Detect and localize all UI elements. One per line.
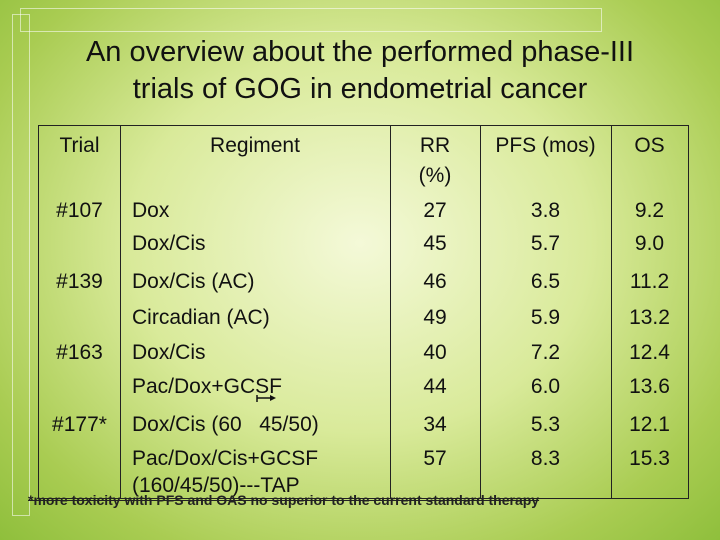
header-rr-unit: (%) [418, 164, 452, 187]
rr-cell: 27 [423, 199, 447, 222]
rr-cell: 46 [423, 270, 447, 293]
regiment-cell: Circadian (AC) [132, 306, 270, 329]
page-title: An overview about the performed phase-II… [30, 34, 690, 108]
pfs-cell: 5.9 [530, 306, 561, 329]
regiment-cell: Dox/Cis [132, 232, 206, 255]
row-trial-label: #139 [56, 270, 103, 293]
os-cell: 9.0 [634, 232, 665, 255]
trials-table: Trial Regiment RR (%) PFS (mos) OS #107 … [38, 125, 689, 499]
header-rr: RR [419, 134, 451, 157]
arrow-icon [256, 395, 276, 402]
decorative-frame-left [12, 14, 30, 516]
os-cell: 13.6 [629, 375, 670, 398]
table-divider [120, 126, 121, 498]
rr-cell: 57 [423, 447, 447, 470]
header-pfs: PFS (mos) [495, 134, 596, 157]
table-divider [390, 126, 391, 498]
os-cell: 13.2 [629, 306, 670, 329]
regiment-cell: Pac/Dox/Cis+GCSF [132, 447, 319, 470]
header-os: OS [634, 134, 665, 157]
rr-cell: 44 [423, 375, 447, 398]
os-cell: 12.1 [629, 413, 670, 436]
regiment-cell: Dox/Cis (AC) [132, 270, 255, 293]
title-line-2: trials of GOG in endometrial cancer [132, 73, 588, 105]
rr-cell: 45 [423, 232, 447, 255]
table-divider [611, 126, 612, 498]
rr-cell: 40 [423, 341, 447, 364]
row-trial-label: #163 [56, 341, 103, 364]
pfs-cell: 8.3 [530, 447, 561, 470]
pfs-cell: 7.2 [530, 341, 561, 364]
table-divider [480, 126, 481, 498]
pfs-cell: 6.0 [530, 375, 561, 398]
regiment-cell: Pac/Dox+GCSF [132, 375, 282, 398]
regiment-extra-line: (160/45/50)---TAP [132, 474, 300, 497]
os-cell: 15.3 [629, 447, 670, 470]
pfs-cell: 5.7 [530, 232, 561, 255]
decorative-frame-top [20, 8, 602, 32]
header-trial: Trial [59, 134, 100, 157]
title-line-1: An overview about the performed phase-II… [85, 36, 635, 68]
regiment-cell: Dox/Cis (60 45/50) [132, 413, 319, 436]
rr-cell: 49 [423, 306, 447, 329]
header-regiment: Regiment [210, 134, 300, 157]
os-cell: 12.4 [629, 341, 670, 364]
os-cell: 9.2 [634, 199, 665, 222]
row-trial-label: #177* [52, 413, 107, 436]
pfs-cell: 3.8 [530, 199, 561, 222]
regiment-cell: Dox [132, 199, 170, 222]
rr-cell: 34 [423, 413, 447, 436]
os-cell: 11.2 [629, 270, 670, 293]
pfs-cell: 6.5 [530, 270, 561, 293]
pfs-cell: 5.3 [530, 413, 561, 436]
footnote: *more toxicity with PFS and OAS no super… [28, 492, 540, 508]
regiment-cell: Dox/Cis [132, 341, 206, 364]
row-trial-label: #107 [56, 199, 103, 222]
